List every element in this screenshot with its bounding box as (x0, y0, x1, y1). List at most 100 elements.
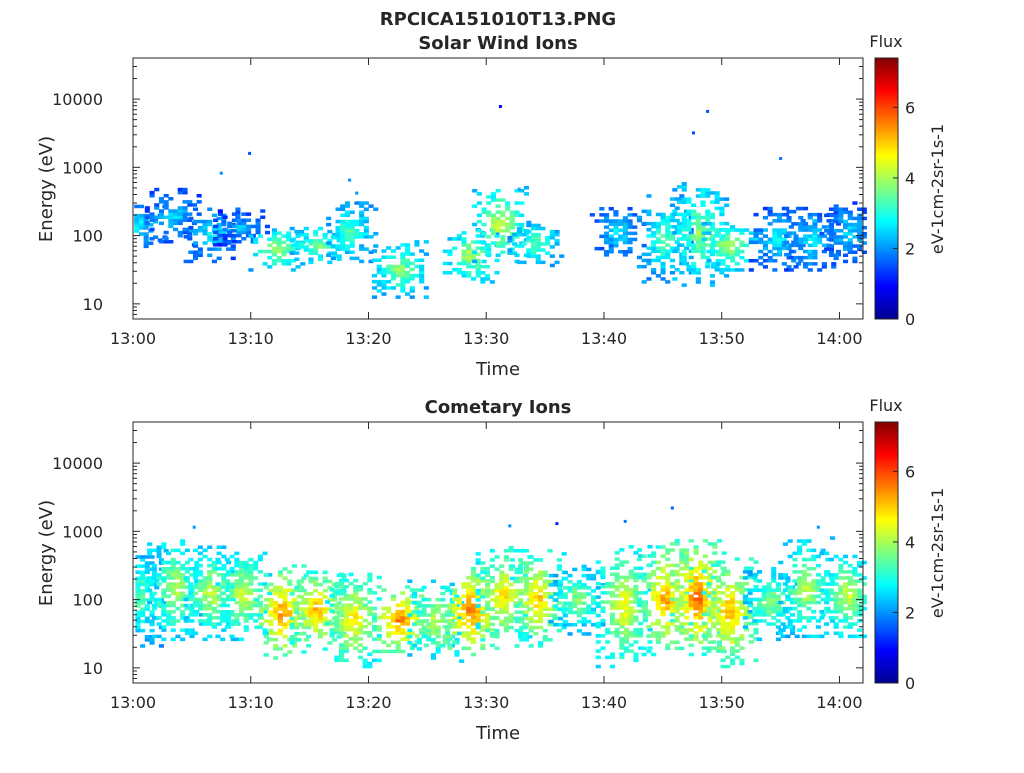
heatmap-bin (456, 612, 462, 617)
heatmap-bin (140, 582, 146, 587)
heatmap-bin (514, 189, 520, 193)
heatmap-bin (480, 277, 486, 281)
heatmap-bin (686, 225, 692, 229)
heatmap-bin (725, 600, 731, 604)
heatmap-bin (646, 234, 652, 238)
heatmap-bin (187, 203, 193, 207)
heatmap-bin (847, 616, 853, 620)
heatmap-bin (519, 549, 525, 553)
heatmap-bin (558, 583, 564, 587)
heatmap-bin (857, 560, 863, 565)
heatmap-bin (485, 612, 491, 617)
heatmap-bin (772, 268, 778, 272)
heatmap-bin (833, 210, 839, 214)
heatmap-bin (202, 585, 208, 589)
heatmap-bin (154, 206, 160, 210)
heatmap-bin (725, 234, 731, 238)
heatmap-bin (665, 228, 671, 232)
heatmap-bin (843, 597, 849, 602)
heatmap-bin (608, 237, 614, 242)
heatmap-bin (239, 576, 245, 580)
heatmap-bin (480, 249, 486, 253)
heatmap-bin (376, 289, 382, 293)
heatmap-bin (386, 280, 392, 284)
heatmap-bin (693, 566, 699, 571)
heatmap-bin (447, 249, 453, 253)
heatmap-bin (271, 234, 277, 238)
heatmap-bin (674, 572, 680, 577)
heatmap-bin (642, 591, 648, 595)
heatmap-bin (163, 203, 169, 207)
heatmap-bin (282, 613, 288, 617)
heatmap-bin (287, 588, 293, 593)
heatmap-bin (216, 603, 222, 608)
heatmap-bin (638, 646, 644, 650)
heatmap-bin (622, 219, 628, 223)
heatmap-bin (852, 603, 858, 608)
heatmap-bin (215, 567, 221, 571)
heatmap-bin (267, 573, 273, 577)
heatmap-bin (688, 557, 694, 562)
heatmap-bin (177, 206, 183, 210)
heatmap-bin (430, 622, 436, 626)
heatmap-bin (753, 631, 759, 635)
heatmap-bin (734, 581, 740, 586)
heatmap-bin (824, 631, 830, 635)
heatmap-bin (230, 637, 236, 642)
heatmap-bin (514, 619, 520, 624)
heatmap-bin (197, 570, 203, 574)
heatmap-bin (591, 623, 597, 627)
heatmap-bin (470, 579, 476, 583)
heatmap-bin (801, 579, 807, 583)
heatmap-bin (542, 573, 548, 578)
heatmap-bin (376, 634, 382, 638)
heatmap-bin (221, 576, 227, 580)
heatmap-bin (614, 603, 620, 607)
heatmap-bin (207, 606, 213, 611)
heatmap-bin (177, 187, 183, 192)
heatmap-bin (481, 210, 487, 214)
heatmap-bin (456, 234, 462, 238)
heatmap-bin (344, 204, 350, 208)
heatmap-bin (586, 607, 592, 612)
heatmap-bin (154, 579, 160, 584)
heatmap-bin (193, 631, 199, 635)
heatmap-bin (348, 597, 354, 601)
heatmap-bin (255, 218, 261, 222)
heatmap-bin (339, 658, 345, 663)
heatmap-bin (771, 622, 777, 626)
heatmap-bin (734, 268, 740, 272)
heatmap-bin (712, 542, 718, 546)
heatmap-bin (695, 271, 701, 275)
heatmap-bin (833, 229, 839, 233)
heatmap-bin (494, 258, 500, 263)
heatmap-bin (499, 582, 505, 587)
heatmap-bin (322, 570, 328, 575)
heatmap-bin (828, 222, 834, 227)
heatmap-bin (522, 635, 528, 639)
heatmap-bin (614, 584, 620, 589)
heatmap-bin (386, 649, 392, 654)
heatmap-bin (562, 576, 568, 581)
heatmap-bin (811, 554, 817, 559)
heatmap-bin (259, 616, 265, 620)
heatmap-bin (144, 635, 150, 639)
heatmap-bin (753, 621, 759, 626)
heatmap-bin (503, 619, 509, 624)
heatmap-bin (609, 584, 615, 589)
heatmap-bin (485, 277, 491, 281)
heatmap-bin (140, 570, 146, 574)
heatmap-bin (677, 221, 683, 226)
heatmap-bin (734, 637, 740, 641)
x-tick-label: 13:10 (228, 693, 274, 712)
heatmap-bin (614, 621, 620, 626)
heatmap-bin (317, 613, 323, 618)
heatmap-bin (461, 255, 467, 260)
heatmap-bin (423, 240, 429, 244)
heatmap-bin (386, 264, 392, 269)
heatmap-bin (720, 631, 726, 635)
heatmap-bin (772, 228, 778, 232)
heatmap-bin (609, 612, 615, 617)
heatmap-bin (772, 219, 778, 223)
heatmap-bin (363, 216, 369, 221)
